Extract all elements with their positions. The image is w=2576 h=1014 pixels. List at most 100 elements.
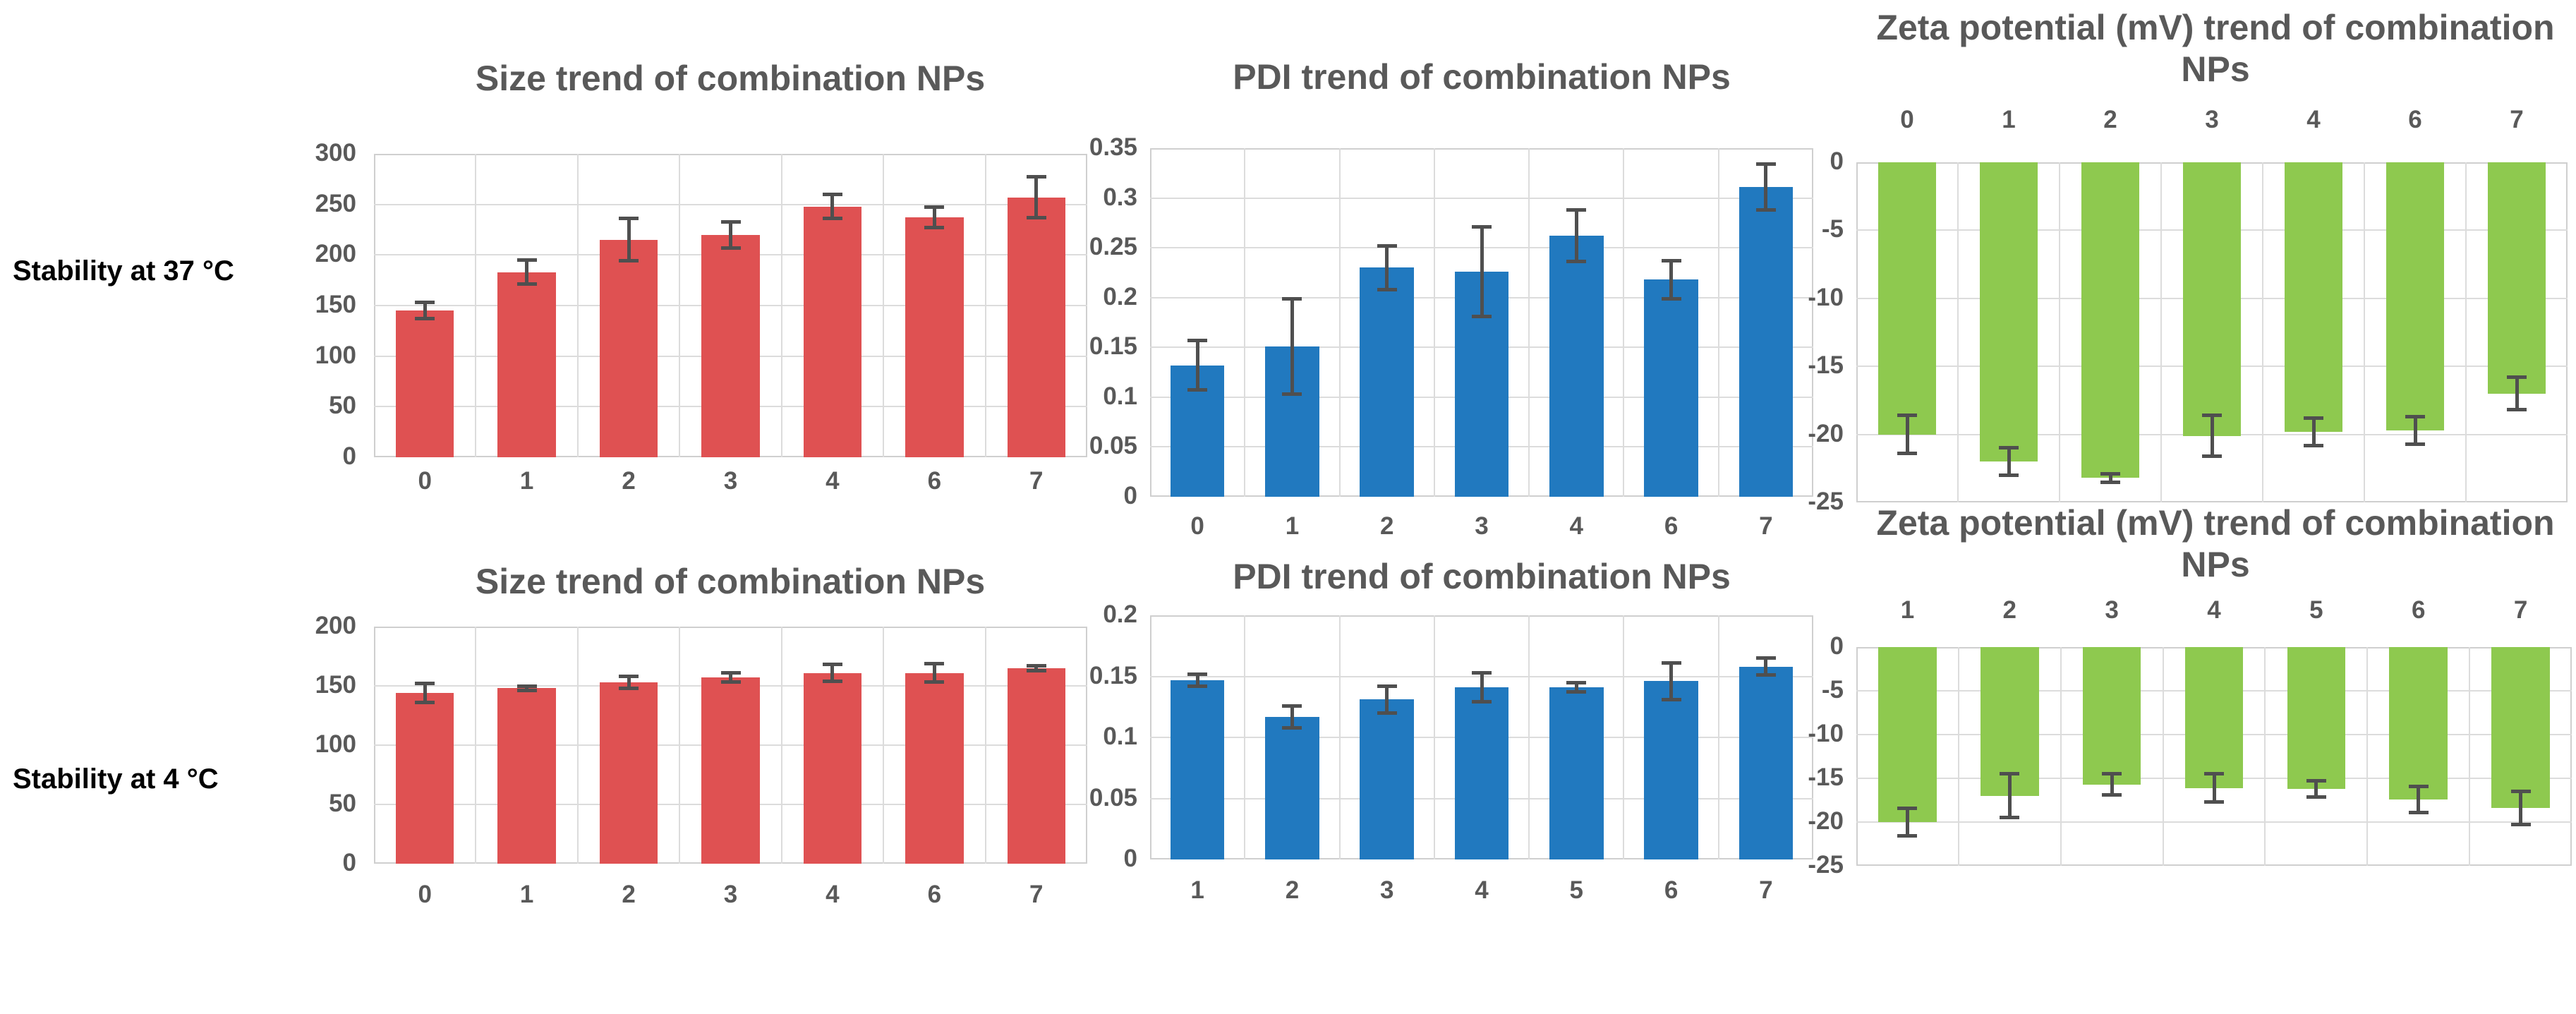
error-bar-cap (2507, 408, 2527, 412)
v-gridline (1433, 148, 1435, 497)
y-tick-label: 100 (315, 341, 356, 369)
v-gridline (1338, 615, 1341, 859)
error-bar-cap (2000, 772, 2020, 776)
x-category-label: 0 (418, 467, 432, 495)
chart-title-size-37c: Size trend of combination NPs (475, 59, 986, 98)
bar-size-4c-6 (905, 672, 964, 864)
v-gridline (1623, 615, 1625, 859)
h-gridline (374, 203, 1087, 205)
bar-pdi-37c-4 (1549, 236, 1604, 497)
error-bar-pdi-37c-7 (1764, 164, 1768, 210)
y-tick-label: 0 (1123, 482, 1137, 509)
error-bar-pdi-37c-3 (1480, 227, 1484, 317)
y-tick-label: 0 (342, 849, 356, 876)
bar-pdi-37c-6 (1644, 279, 1698, 497)
v-gridline (1528, 148, 1530, 497)
error-bar-zeta-37c-0 (1905, 415, 1909, 454)
x-category-label: 7 (2510, 106, 2524, 133)
error-bar-cap (924, 226, 945, 230)
error-bar-pdi-4c-4 (1480, 672, 1484, 702)
v-gridline (2465, 162, 2467, 502)
x-category-label: 5 (1569, 876, 1584, 904)
x-category-label: 6 (1664, 512, 1679, 540)
error-bar-cap (1566, 208, 1587, 212)
error-bar-zeta-37c-1 (2007, 447, 2011, 476)
x-category-label: 3 (2205, 106, 2219, 133)
chart-title-pdi-4c: PDI trend of combination NPs (1233, 557, 1731, 596)
error-bar-size-37c-6 (932, 207, 936, 228)
x-category-label: 6 (927, 467, 942, 495)
y-tick-label: 0.1 (1103, 382, 1137, 410)
error-bar-zeta-4c-2 (2007, 773, 2012, 818)
x-category-label: 3 (1475, 512, 1489, 540)
error-bar-cap (720, 671, 741, 675)
error-bar-pdi-4c-5 (1574, 682, 1578, 692)
v-gridline (1244, 148, 1246, 497)
error-bar-size-4c-4 (830, 664, 835, 682)
error-bar-size-37c-2 (627, 218, 631, 261)
v-gridline (2160, 162, 2162, 502)
y-tick-label: -15 (1808, 351, 1844, 380)
error-bar-cap (822, 679, 842, 683)
error-bar-cap (1026, 663, 1046, 668)
row-label-37c: Stability at 37 °C (13, 255, 234, 286)
error-bar-cap (1566, 260, 1587, 264)
error-bar-cap (2202, 414, 2222, 418)
error-bar-cap (2202, 454, 2222, 458)
bar-zeta-4c-2 (1981, 647, 2039, 796)
error-bar-cap (2204, 799, 2224, 804)
error-bar-cap (2306, 779, 2326, 783)
error-bar-cap (516, 258, 537, 262)
y-tick-label: 150 (315, 291, 356, 318)
error-bar-cap (2102, 793, 2122, 797)
bar-pdi-4c-7 (1739, 666, 1794, 859)
error-bar-cap (1661, 296, 1681, 301)
error-bar-cap (822, 192, 842, 196)
error-bar-cap (1755, 656, 1776, 660)
v-gridline (2264, 647, 2266, 866)
x-category-label: 4 (1569, 512, 1584, 540)
error-bar-zeta-37c-6 (2413, 416, 2417, 445)
error-bar-size-37c-7 (1034, 176, 1039, 218)
bar-zeta-4c-1 (1878, 647, 1937, 822)
x-category-label: 6 (1664, 876, 1679, 904)
error-bar-zeta-4c-7 (2519, 791, 2523, 825)
x-category-label: 2 (622, 881, 636, 908)
error-bar-pdi-4c-6 (1669, 663, 1674, 700)
x-category-label: 4 (826, 881, 840, 908)
error-bar-pdi-4c-2 (1290, 706, 1294, 728)
v-gridline (679, 627, 681, 864)
error-bar-pdi-4c-1 (1195, 674, 1199, 687)
error-bar-cap (1661, 660, 1681, 665)
bar-size-37c-0 (396, 310, 454, 457)
bar-zeta-37c-4 (2284, 162, 2343, 432)
error-bar-cap (1282, 704, 1302, 708)
error-bar-cap (1026, 215, 1046, 219)
bar-size-4c-2 (599, 682, 658, 864)
x-category-label: 7 (1759, 512, 1773, 540)
x-category-label: 6 (2408, 106, 2422, 133)
error-bar-size-4c-0 (423, 683, 427, 703)
y-tick-label: 50 (329, 392, 356, 420)
error-bar-cap (1566, 680, 1587, 684)
error-bar-zeta-37c-4 (2311, 418, 2316, 445)
y-tick-label: 0.2 (1103, 282, 1137, 310)
bar-zeta-4c-5 (2287, 647, 2346, 789)
x-category-label: 1 (1190, 876, 1204, 904)
y-tick-label: -5 (1821, 215, 1844, 243)
y-tick-label: 0.2 (1103, 600, 1137, 628)
error-bar-cap (1661, 258, 1681, 262)
bar-zeta-4c-7 (2491, 647, 2550, 809)
y-tick-label: -20 (1808, 807, 1844, 835)
error-bar-cap (1472, 700, 1492, 704)
x-category-label: 7 (1759, 876, 1773, 904)
v-gridline (2060, 647, 2062, 866)
error-bar-pdi-37c-0 (1195, 340, 1199, 390)
x-category-label: 4 (1475, 876, 1489, 904)
x-category-label: 2 (1285, 876, 1300, 904)
y-tick-label: 150 (315, 671, 356, 699)
bar-pdi-37c-7 (1739, 187, 1794, 497)
error-bar-zeta-4c-4 (2212, 773, 2216, 802)
error-bar-cap (2405, 442, 2425, 446)
v-gridline (1623, 148, 1625, 497)
